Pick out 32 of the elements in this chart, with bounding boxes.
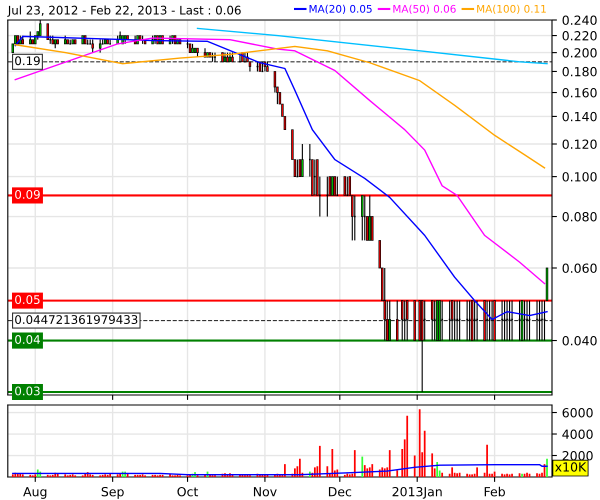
x-tick-label: Sep — [102, 486, 124, 499]
x-tick-label: Nov — [254, 487, 277, 496]
y-tick-label: 0.120 — [562, 139, 597, 149]
legend-label: MA(50) 0.06 — [393, 4, 456, 14]
ref-line-label: 0.09 — [15, 190, 40, 199]
y-tick-label: 0.160 — [562, 88, 597, 98]
y-tick-label: 0.040 — [562, 336, 597, 346]
y-tick-label: 0.080 — [562, 212, 597, 222]
x-tick-label: Dec — [328, 487, 352, 496]
y-tick-label: 0.100 — [562, 172, 597, 182]
x-tick-label: Feb — [484, 486, 505, 496]
text: x10K — [555, 462, 586, 472]
y-tick-label: 0.060 — [562, 263, 597, 273]
ref-line-label: 0.03 — [15, 386, 40, 396]
y-tick-label: 4000 — [562, 429, 593, 439]
y-tick-label: 0.220 — [562, 31, 597, 40]
ref-line-label: 0.19 — [15, 56, 40, 66]
legend-label: MA(20) 0.05 — [310, 4, 372, 14]
y-tick-label: 6000 — [562, 408, 593, 418]
legend-label: MA(100) 0.11 — [477, 4, 546, 14]
y-tick-label: 2000 — [562, 450, 593, 460]
x-tick-label: Oct — [177, 486, 198, 496]
y-tick-label: 0.140 — [562, 112, 597, 122]
x-tick-label: 2013Jan — [392, 486, 442, 499]
ref-line-label: 0.04 — [15, 335, 40, 344]
y-tick-label: 0.200 — [562, 48, 597, 58]
ref-line-label: 0.05 — [15, 295, 40, 304]
ref-line-label: 0.044721361979433 — [15, 315, 138, 324]
chart-title: Jul 23, 2012 - Feb 22, 2013 - Last : 0.06 — [7, 5, 241, 17]
y-tick-label: 0.240 — [562, 15, 597, 25]
x-tick-label: Aug — [23, 487, 46, 499]
y-tick-label: 0.180 — [562, 66, 597, 76]
